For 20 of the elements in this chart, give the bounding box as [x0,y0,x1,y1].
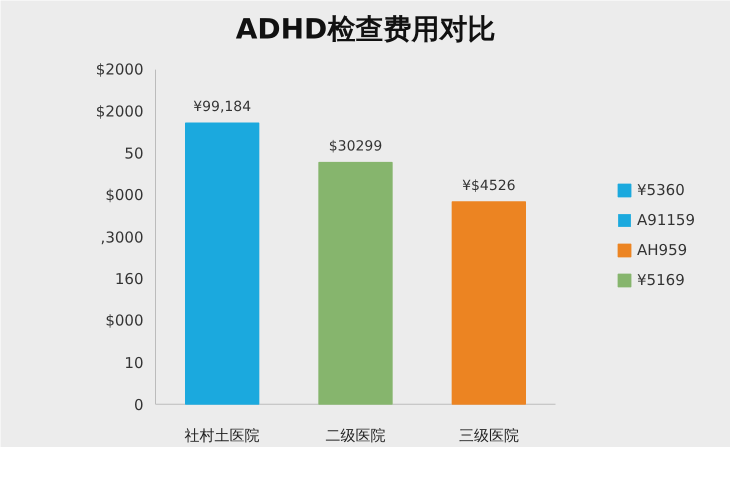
legend-label: ¥5360 [637,181,685,199]
annotation: $30299 [328,138,382,154]
text: 10 [124,354,144,372]
text: $2000 [96,60,144,79]
text: $000 [105,312,144,330]
legend-label: A91159 [637,211,695,229]
x-tick-label: 二级医院 [326,426,386,444]
text: $2000 [96,102,144,120]
text: 50 [124,144,144,163]
x-tick-label: 三级医院 [458,426,519,444]
text: 160 [114,270,144,288]
x-tick-label: 社村土医院 [184,426,260,444]
text: ,3000 [100,228,144,246]
chart-title: ADHD检查费用对比 [236,12,496,46]
legend-label: AH959 [637,241,688,259]
text: 0 [134,396,144,414]
text: $000 [105,186,144,204]
legend-label: ¥5169 [637,271,685,289]
annotation: ¥99,184 [193,99,252,115]
annotation: ¥$4526 [462,178,516,194]
